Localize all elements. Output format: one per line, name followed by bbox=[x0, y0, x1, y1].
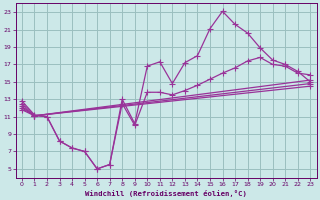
X-axis label: Windchill (Refroidissement éolien,°C): Windchill (Refroidissement éolien,°C) bbox=[85, 190, 247, 197]
